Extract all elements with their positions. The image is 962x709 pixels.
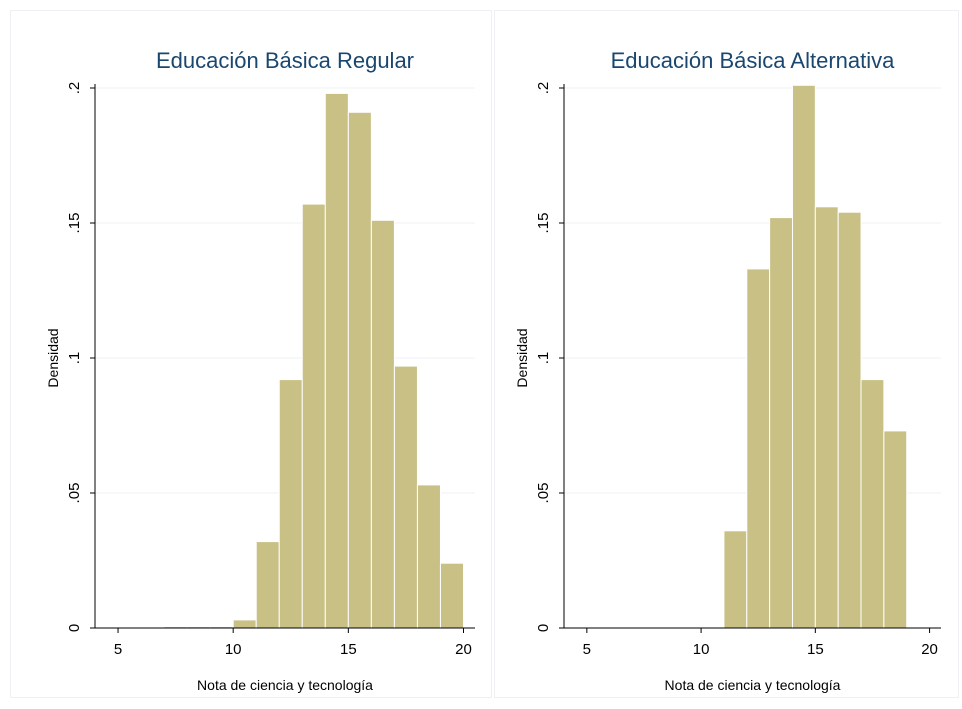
- x-axis-label: Nota de ciencia y tecnología: [197, 677, 373, 693]
- x-tick-label: 15: [340, 641, 357, 658]
- y-tick-label: .15: [535, 213, 552, 234]
- histogram-bar: [439, 562, 464, 629]
- histogram-bar: [255, 541, 280, 629]
- x-tick-label: 10: [225, 641, 242, 658]
- y-tick-label: .05: [535, 483, 552, 504]
- y-tick-label: .1: [535, 352, 552, 365]
- y-tick-label: .2: [535, 82, 552, 95]
- x-tick-label: 20: [455, 641, 472, 658]
- chart-title: Educación Básica Regular: [156, 48, 414, 73]
- histogram-bar: [723, 530, 748, 629]
- x-tick-label: 5: [583, 641, 591, 658]
- histogram-bar: [416, 484, 441, 629]
- chart-title: Educación Básica Alternativa: [611, 48, 895, 73]
- histogram-bar: [278, 379, 303, 629]
- histogram-bar: [347, 111, 372, 629]
- y-axis-label: Densidad: [45, 328, 61, 387]
- histogram-bar: [370, 219, 395, 629]
- x-axis-label: Nota de ciencia y tecnología: [665, 677, 841, 693]
- x-tick-label: 10: [693, 641, 710, 658]
- chart-panel-1: 0 .05 .1 .15 .2 5 10 15 20 Educación Básica Regul…: [10, 10, 492, 698]
- histogram-bar: [791, 84, 816, 629]
- y-tick-label: .05: [66, 483, 83, 504]
- histogram-bar: [769, 217, 793, 629]
- histogram-bar: [746, 268, 771, 629]
- histogram-bar: [883, 430, 908, 629]
- histogram-bar: [837, 211, 862, 629]
- x-tick-label: 5: [114, 641, 122, 658]
- y-tick-label: 0: [535, 624, 552, 632]
- histogram-bar: [301, 203, 326, 629]
- histogram-bar: [393, 365, 418, 629]
- histogram-bar: [814, 206, 839, 629]
- histogram-bar: [860, 379, 885, 629]
- y-axis-label: Densidad: [514, 328, 530, 387]
- y-tick-label: .2: [66, 82, 83, 95]
- y-tick-label: .1: [66, 352, 83, 365]
- x-tick-label: 20: [921, 641, 938, 658]
- histogram-bar: [324, 92, 349, 629]
- histogram-bar: [232, 619, 257, 629]
- x-tick-label: 15: [807, 641, 824, 658]
- histogram-bars: [723, 84, 908, 629]
- chart-panel-2: 0 .05 .1 .15 .2 5 10 15 20 Educación Básica Alter…: [494, 10, 959, 698]
- y-tick-label: 0: [66, 624, 83, 632]
- y-tick-label: .15: [66, 213, 83, 234]
